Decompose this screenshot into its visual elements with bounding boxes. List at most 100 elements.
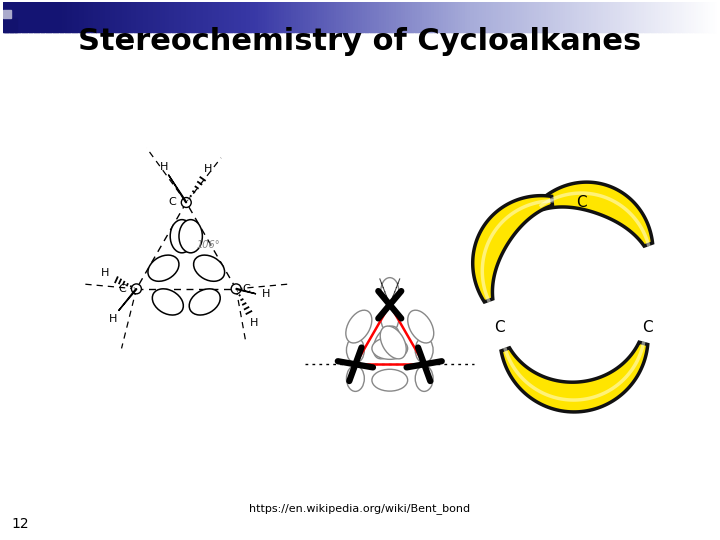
Bar bbox=[655, 2, 659, 32]
Bar bbox=[334, 2, 337, 32]
Bar bbox=[312, 2, 316, 32]
Bar bbox=[353, 2, 356, 32]
Ellipse shape bbox=[189, 289, 220, 315]
Bar bbox=[222, 2, 225, 32]
Bar bbox=[14, 2, 18, 32]
Bar bbox=[310, 2, 313, 32]
Bar bbox=[686, 2, 690, 32]
Bar bbox=[672, 2, 675, 32]
Bar bbox=[675, 2, 678, 32]
Bar bbox=[65, 2, 68, 32]
Bar bbox=[172, 2, 175, 32]
Bar bbox=[505, 2, 509, 32]
Bar bbox=[448, 2, 451, 32]
Bar bbox=[410, 2, 413, 32]
Bar bbox=[267, 2, 271, 32]
Bar bbox=[527, 2, 530, 32]
Bar bbox=[715, 2, 719, 32]
Bar bbox=[351, 2, 354, 32]
Bar bbox=[670, 2, 673, 32]
Bar bbox=[58, 2, 60, 32]
Bar bbox=[544, 2, 546, 32]
Bar bbox=[134, 2, 137, 32]
Bar bbox=[174, 2, 178, 32]
Bar bbox=[703, 2, 706, 32]
Bar bbox=[541, 2, 544, 32]
Bar bbox=[276, 2, 280, 32]
Bar bbox=[105, 2, 109, 32]
Text: https://en.wikipedia.org/wiki/Bent_bond: https://en.wikipedia.org/wiki/Bent_bond bbox=[249, 503, 471, 514]
Text: H: H bbox=[109, 314, 117, 323]
Bar bbox=[517, 2, 521, 32]
Bar bbox=[220, 2, 222, 32]
Bar bbox=[451, 2, 454, 32]
Bar bbox=[400, 2, 404, 32]
Bar bbox=[84, 2, 87, 32]
Bar bbox=[196, 2, 199, 32]
Bar bbox=[210, 2, 213, 32]
Bar bbox=[248, 2, 251, 32]
Bar bbox=[431, 2, 435, 32]
Bar bbox=[627, 2, 630, 32]
Bar bbox=[489, 2, 492, 32]
Bar bbox=[296, 2, 299, 32]
Polygon shape bbox=[501, 342, 648, 412]
Bar bbox=[265, 2, 268, 32]
Polygon shape bbox=[539, 182, 652, 246]
Bar bbox=[613, 2, 616, 32]
Ellipse shape bbox=[408, 310, 433, 343]
Text: H: H bbox=[250, 318, 258, 328]
Bar bbox=[141, 2, 144, 32]
Bar bbox=[117, 2, 120, 32]
Bar bbox=[91, 2, 94, 32]
Bar bbox=[76, 2, 80, 32]
Bar bbox=[207, 2, 211, 32]
Bar bbox=[482, 2, 485, 32]
Bar bbox=[41, 2, 44, 32]
Bar bbox=[484, 2, 487, 32]
Bar bbox=[217, 2, 220, 32]
Bar bbox=[155, 2, 158, 32]
Bar bbox=[708, 2, 711, 32]
Bar bbox=[93, 2, 96, 32]
Bar bbox=[474, 2, 478, 32]
Bar bbox=[193, 2, 197, 32]
Bar bbox=[453, 2, 456, 32]
Bar bbox=[639, 2, 642, 32]
Bar bbox=[181, 2, 185, 32]
Bar bbox=[646, 2, 649, 32]
Bar bbox=[158, 2, 161, 32]
Bar bbox=[667, 2, 671, 32]
Bar bbox=[7, 2, 11, 32]
Bar bbox=[29, 2, 32, 32]
Bar bbox=[577, 2, 580, 32]
Bar bbox=[169, 2, 173, 32]
Bar bbox=[467, 2, 471, 32]
Bar bbox=[658, 2, 661, 32]
Bar bbox=[262, 2, 266, 32]
Bar bbox=[696, 2, 699, 32]
Bar bbox=[286, 2, 289, 32]
Bar bbox=[562, 2, 566, 32]
Bar bbox=[665, 2, 668, 32]
Circle shape bbox=[231, 284, 241, 294]
Bar bbox=[653, 2, 657, 32]
Polygon shape bbox=[168, 175, 186, 202]
Bar bbox=[227, 2, 230, 32]
Bar bbox=[593, 2, 597, 32]
Bar bbox=[648, 2, 652, 32]
Bar bbox=[291, 2, 294, 32]
Bar bbox=[693, 2, 697, 32]
Bar bbox=[55, 2, 58, 32]
Bar bbox=[338, 2, 342, 32]
Ellipse shape bbox=[170, 220, 194, 253]
Bar bbox=[427, 2, 430, 32]
Polygon shape bbox=[473, 195, 552, 302]
Bar bbox=[74, 2, 78, 32]
Ellipse shape bbox=[346, 310, 372, 343]
Bar bbox=[300, 2, 304, 32]
Bar bbox=[615, 2, 618, 32]
Bar bbox=[215, 2, 218, 32]
Text: C: C bbox=[576, 195, 587, 210]
Bar bbox=[329, 2, 333, 32]
